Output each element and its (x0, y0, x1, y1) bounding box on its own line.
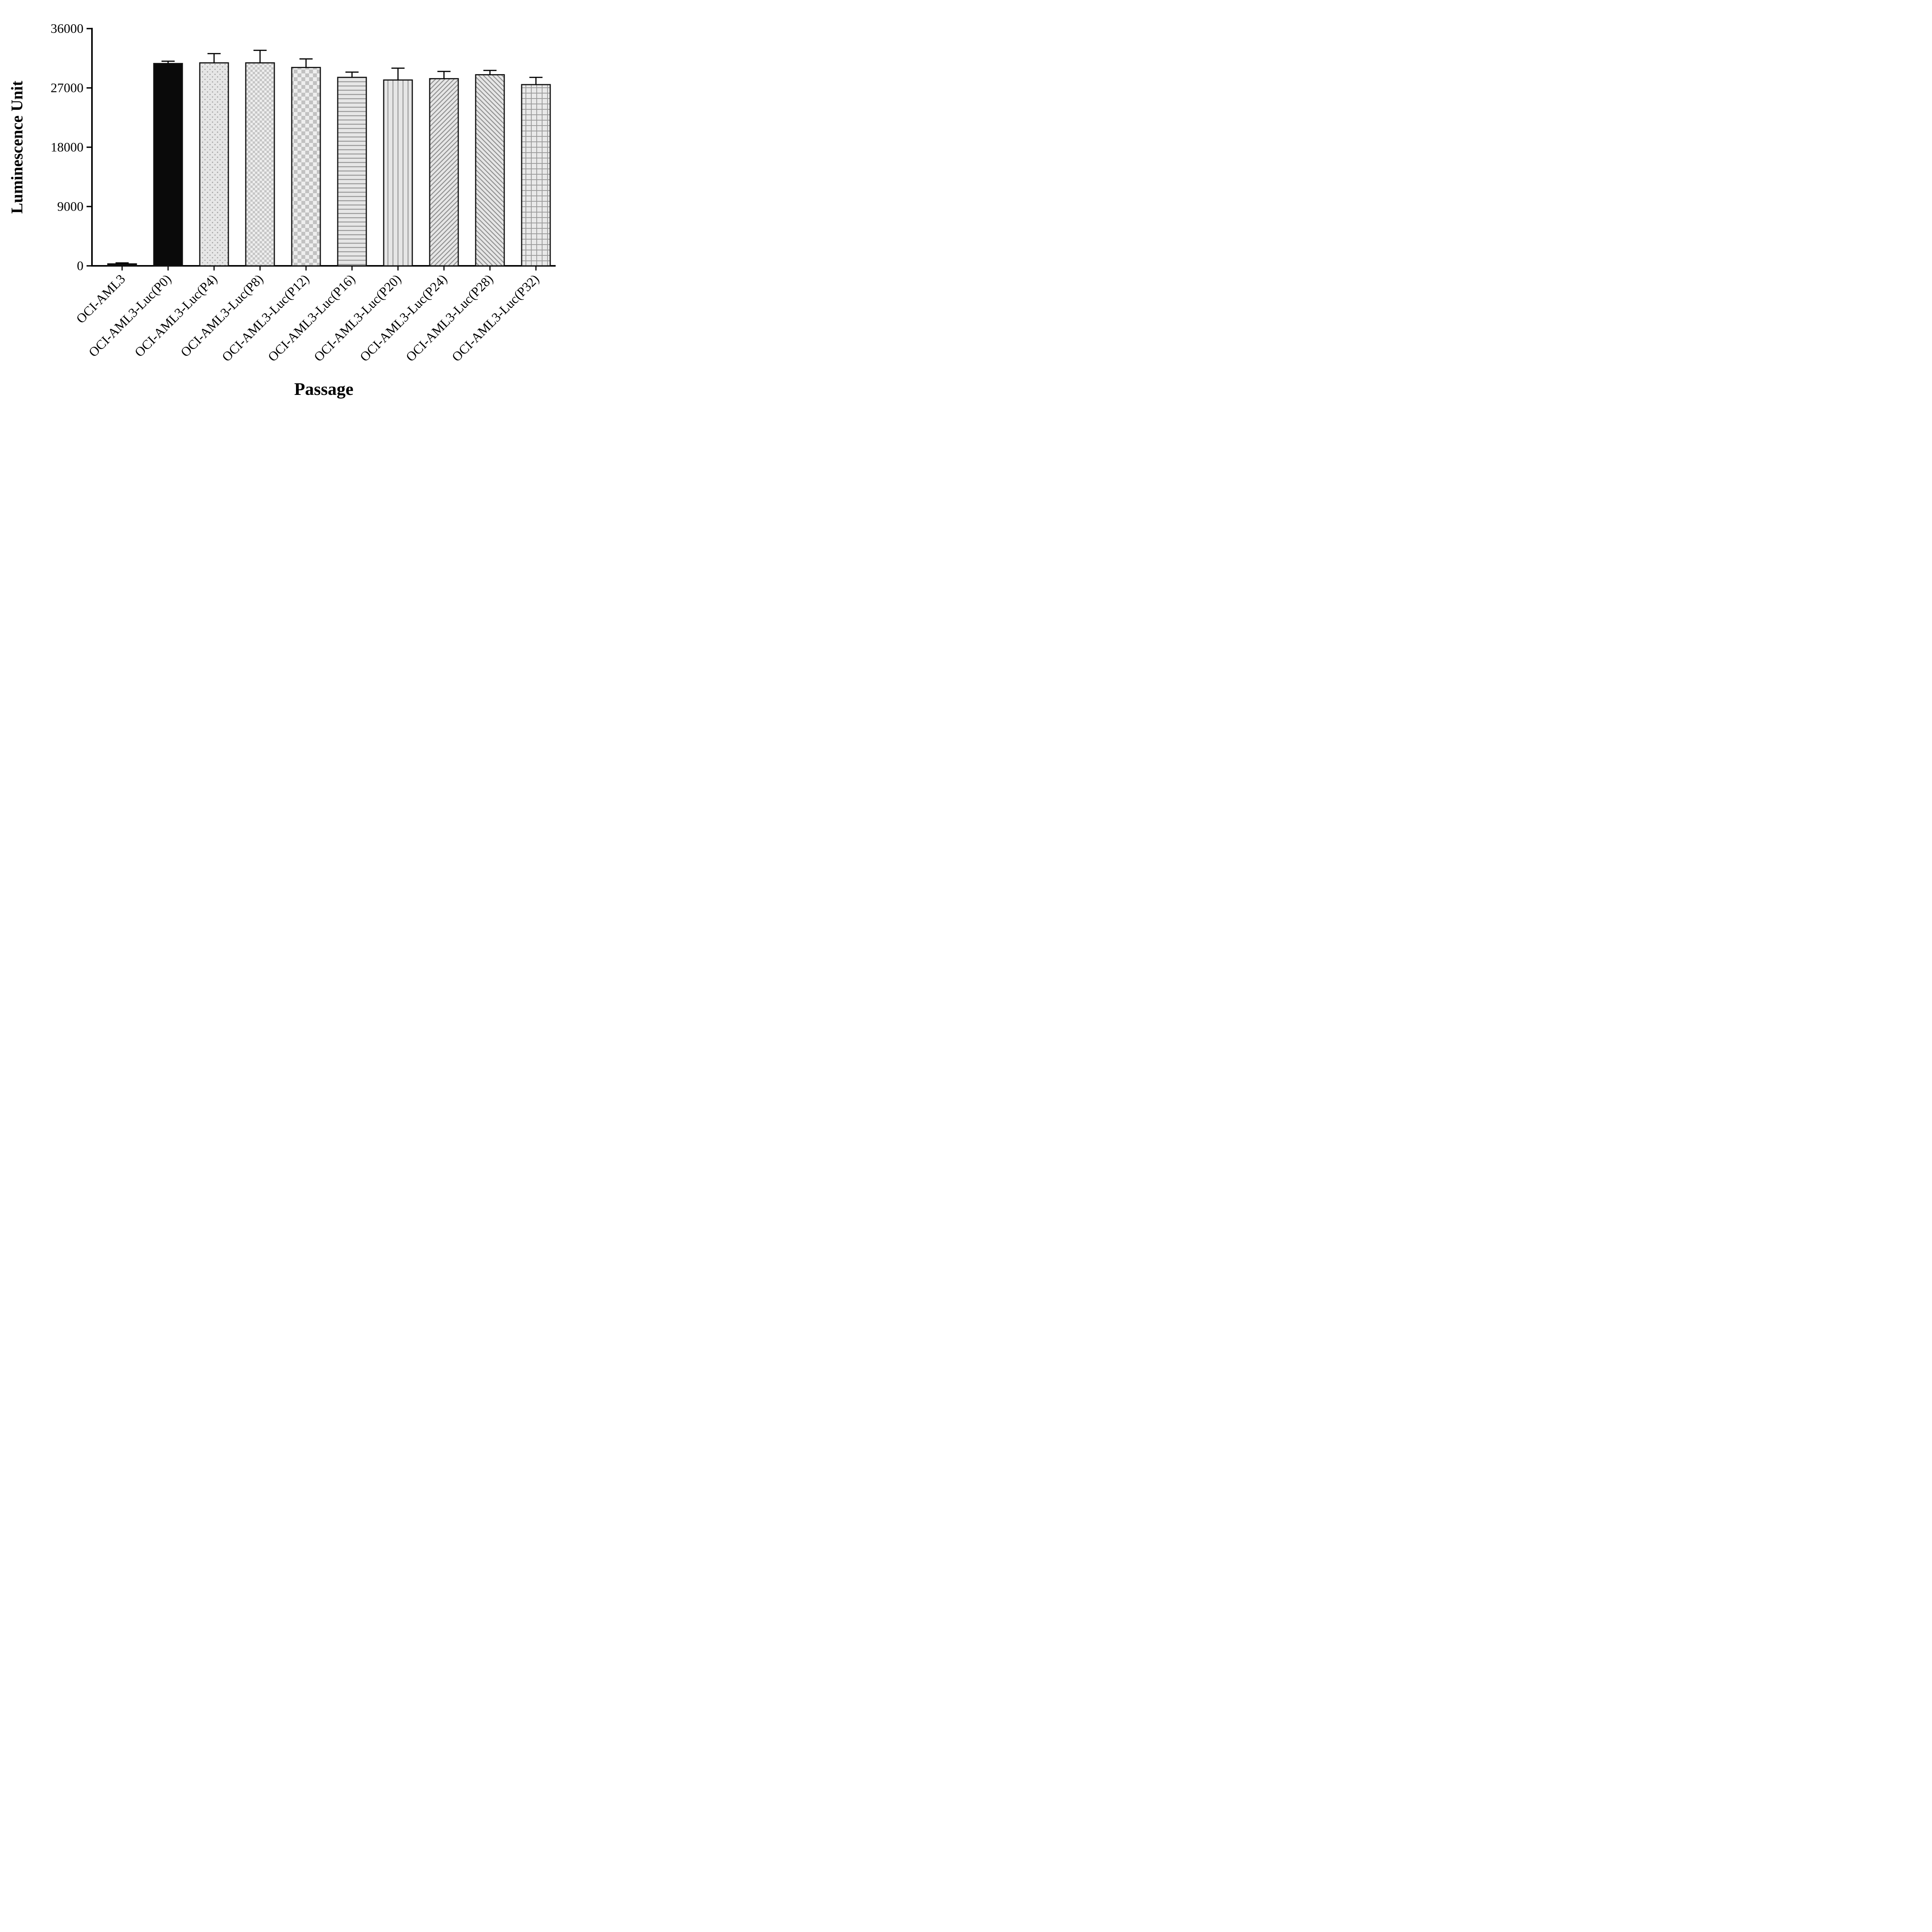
y-axis-title: Luminescence Unit (9, 81, 26, 214)
x-category-label: OCI-AML3-Luc(P12) (219, 272, 312, 364)
y-tick-label: 0 (77, 259, 83, 273)
bar-chart-figure: 0 9000 18000 27000 36000 OCI-AML3 OCI-AML3-Luc… (0, 0, 560, 404)
y-tick-label: 36000 (51, 22, 83, 36)
bar-OCI-AML3-Luc(P4) (199, 62, 229, 267)
x-category-label: OCI-AML3-Luc(P16) (265, 272, 358, 364)
error-bars (116, 49, 543, 264)
y-tick-label: 27000 (51, 81, 83, 95)
x-category-label: OCI-AML3-Luc(P0) (86, 272, 174, 360)
bars (107, 62, 551, 267)
bar-OCI-AML3-Luc(P28) (475, 74, 505, 267)
bar-OCI-AML3-Luc(P16) (337, 77, 367, 267)
bar-OCI-AML3-Luc(P32) (521, 84, 551, 267)
x-category-label: OCI-AML3-Luc(P32) (449, 272, 542, 364)
bar-OCI-AML3-Luc(P20) (383, 79, 413, 267)
x-category-label: OCI-AML3-Luc(P4) (132, 272, 220, 360)
bar-OCI-AML3-Luc(P0) (153, 63, 183, 267)
luminescence-bar-chart: 09000180002700036000OCI-AML3OCI-AML3-Luc… (9, 22, 556, 399)
x-category-label: OCI-AML3-Luc(P8) (178, 272, 266, 360)
bar-OCI-AML3-Luc(P24) (429, 78, 459, 267)
y-tick-label: 9000 (57, 200, 83, 214)
x-category-label: OCI-AML3-Luc(P20) (311, 272, 404, 364)
x-category-label: OCI-AML3-Luc(P28) (403, 272, 496, 364)
x-axis-title: Passage (294, 379, 353, 399)
x-category-label: OCI-AML3-Luc(P24) (357, 272, 450, 364)
y-tick-label: 18000 (51, 140, 83, 155)
bar-OCI-AML3-Luc(P8) (245, 62, 275, 267)
bar-OCI-AML3-Luc(P12) (291, 67, 321, 267)
bar-OCI-AML3 (107, 263, 137, 267)
